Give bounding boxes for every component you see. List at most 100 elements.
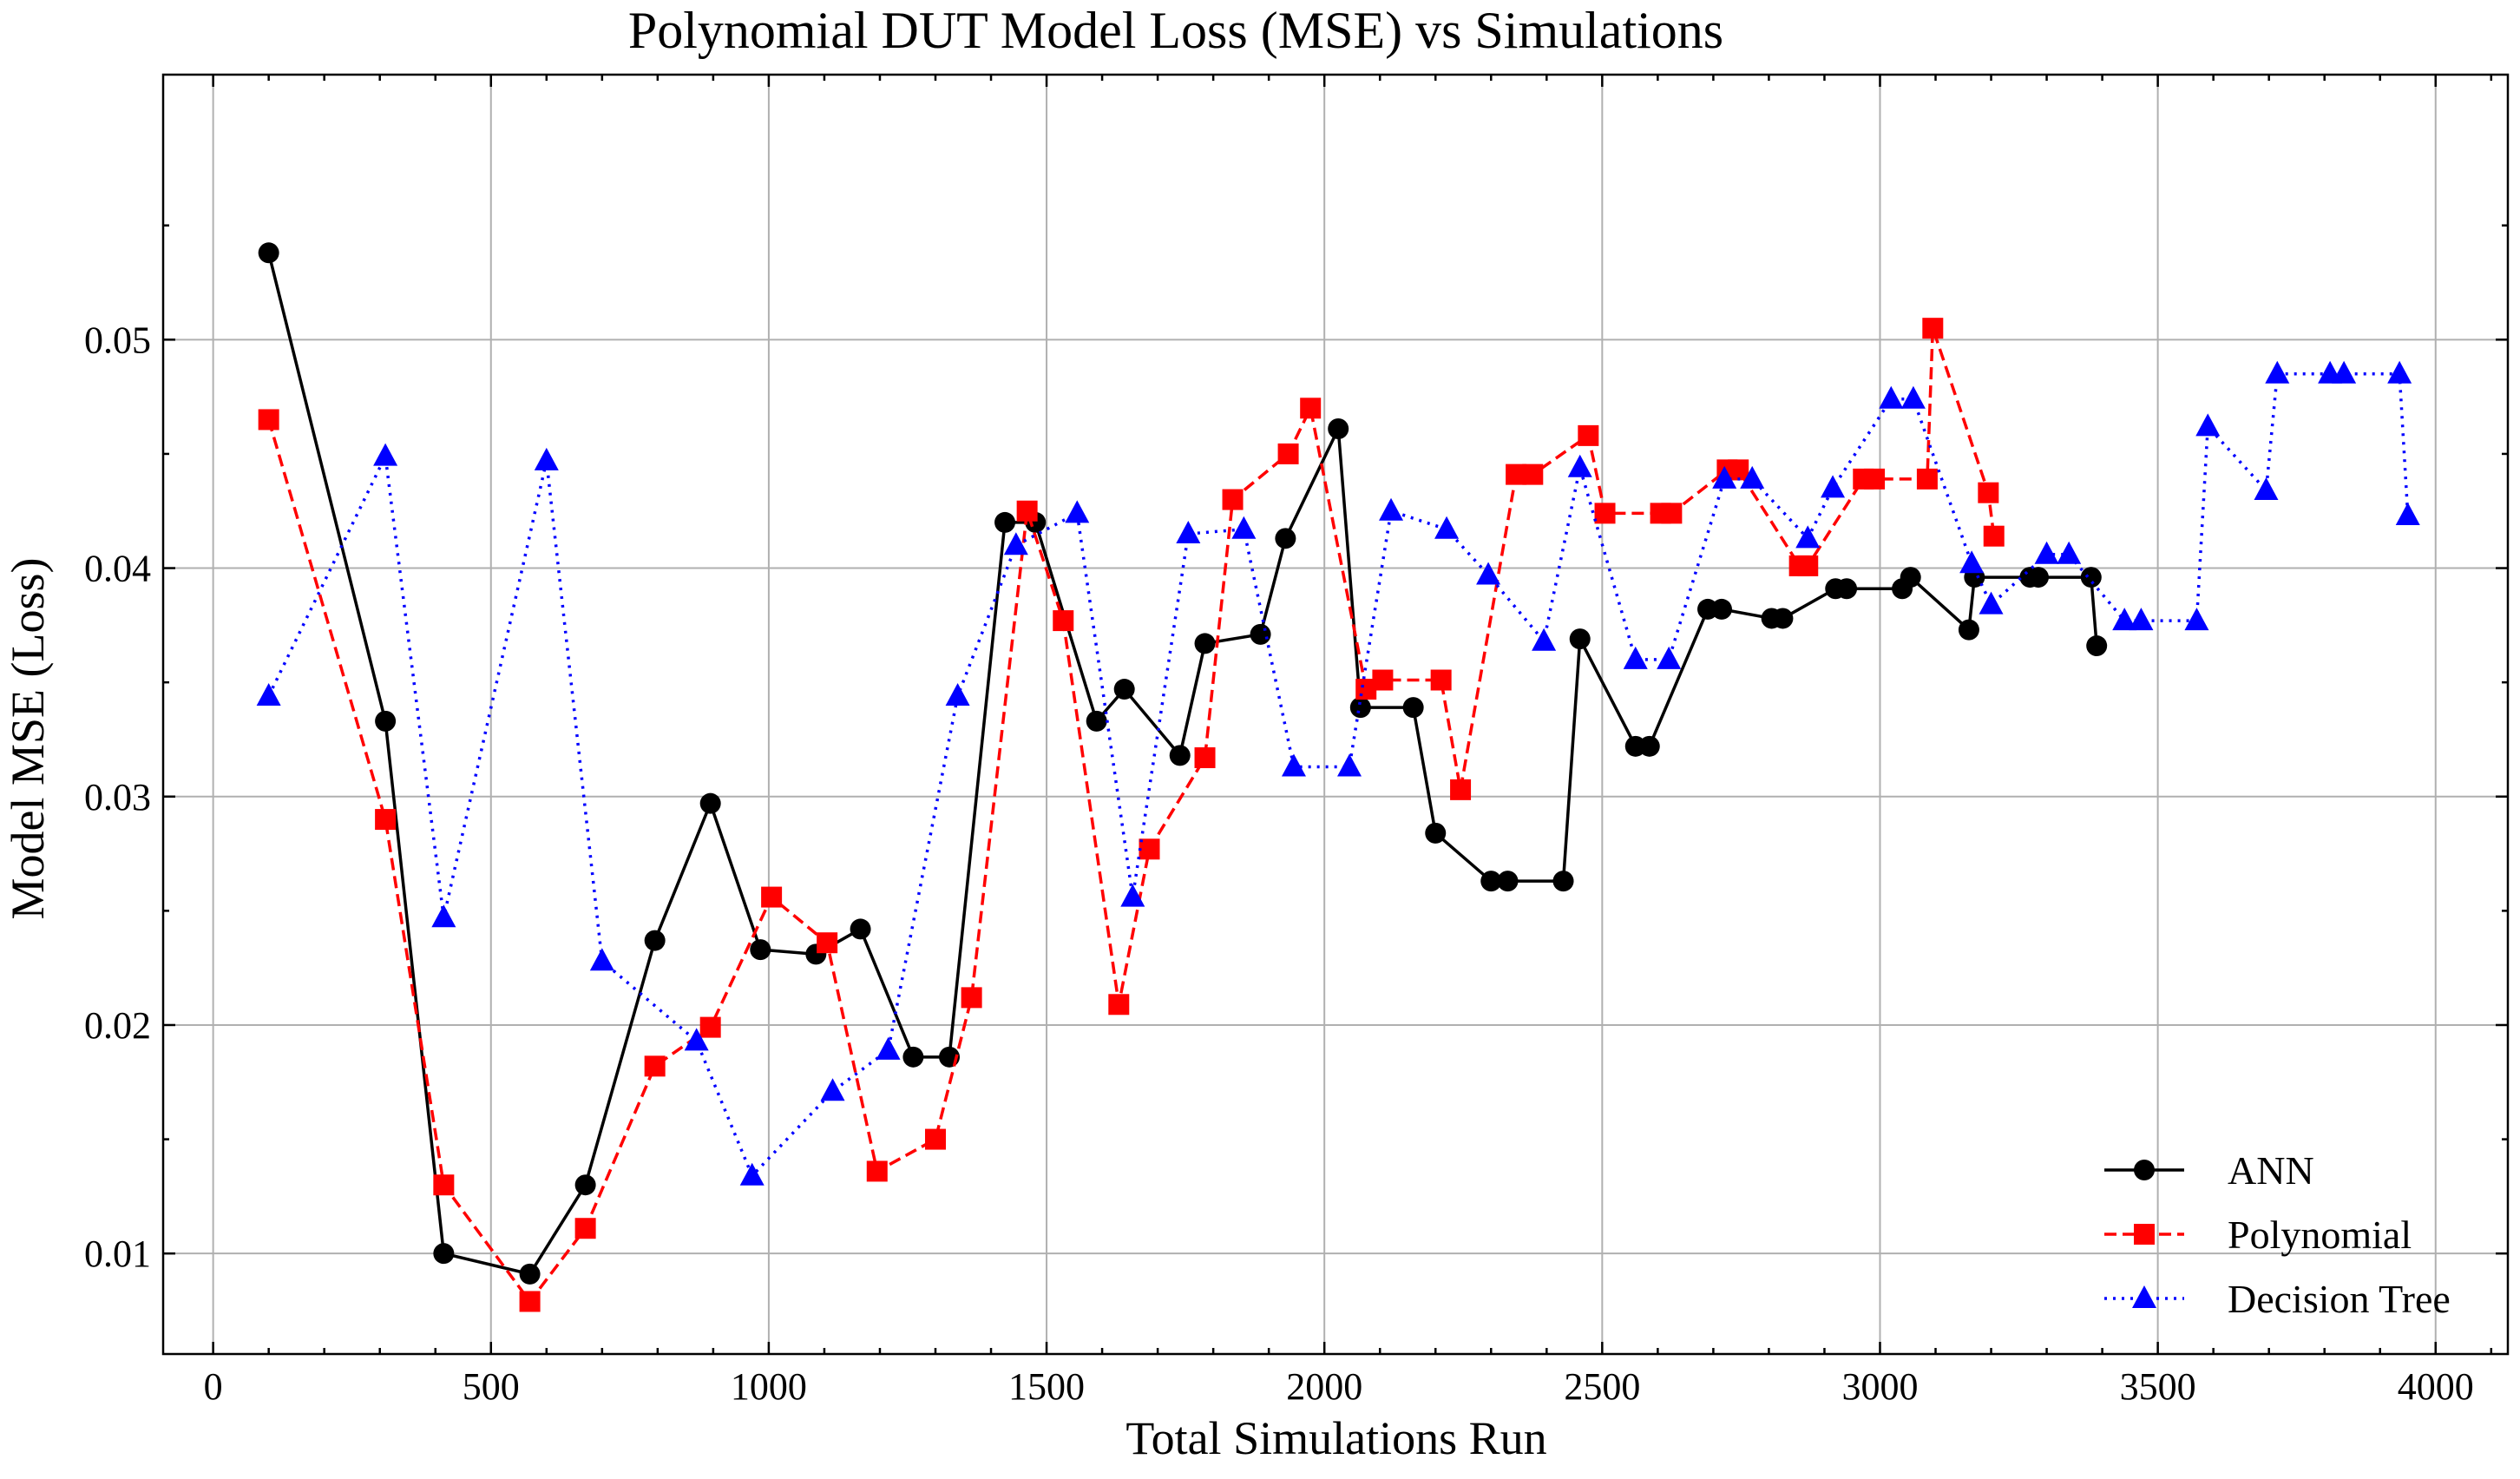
decision-tree-point bbox=[1065, 500, 1090, 523]
decision-tree-point bbox=[2057, 541, 2082, 564]
decision-tree-point bbox=[2129, 608, 2154, 631]
ann-point bbox=[1836, 578, 1858, 600]
ann-point bbox=[2080, 567, 2102, 588]
y-axis-label: Model MSE (Loss) bbox=[2, 558, 54, 920]
grid-lines bbox=[163, 75, 2508, 1354]
ann-point bbox=[1328, 417, 1349, 439]
ann-point bbox=[1402, 697, 1424, 719]
x-tick-label: 2000 bbox=[1286, 1365, 1362, 1408]
decision-tree-point bbox=[945, 682, 970, 706]
ann-point bbox=[1169, 745, 1191, 766]
polynomial-point bbox=[1978, 482, 1999, 503]
decision-tree-point bbox=[1281, 753, 1306, 777]
x-tick-label: 500 bbox=[463, 1365, 520, 1408]
x-tick-label: 0 bbox=[204, 1365, 223, 1408]
legend-marker-polynomial bbox=[2134, 1224, 2155, 1245]
series-ann bbox=[258, 242, 2108, 1285]
polynomial-point bbox=[1300, 398, 1322, 419]
x-tick-label: 4000 bbox=[2398, 1365, 2474, 1408]
polynomial-point bbox=[574, 1218, 596, 1239]
x-tick-label: 3000 bbox=[1841, 1365, 1918, 1408]
ann-point bbox=[750, 939, 771, 961]
decision-tree-point bbox=[1959, 550, 1985, 574]
polynomial-point bbox=[1983, 525, 2005, 547]
polynomial-point bbox=[1594, 503, 1616, 524]
ann-point bbox=[1480, 871, 1502, 892]
axis-ticks: 0 500 1000 1500 2000 2500 3000 3500 4000 0.01 0.02… bbox=[84, 75, 2508, 1408]
decision-tree-point bbox=[820, 1078, 845, 1101]
polynomial-point bbox=[433, 1174, 455, 1196]
polynomial-point bbox=[1522, 463, 1544, 485]
legend-label-ann: ANN bbox=[2228, 1148, 2314, 1193]
series-polynomial bbox=[258, 318, 2005, 1312]
polynomial-point bbox=[699, 1016, 721, 1038]
decision-tree-point bbox=[2184, 608, 2209, 631]
chart-title: Polynomial DUT Model Loss (MSE) vs Simul… bbox=[628, 2, 1723, 59]
polynomial-point bbox=[1661, 503, 1683, 524]
decision-tree-point bbox=[1821, 475, 1846, 498]
polynomial-point bbox=[1372, 669, 1394, 691]
decision-tree-point bbox=[1623, 646, 1648, 669]
x-axis-label: Total Simulations Run bbox=[1125, 1412, 1546, 1464]
polynomial-point bbox=[924, 1128, 946, 1150]
ann-point bbox=[1250, 623, 1271, 645]
series-decision-tree bbox=[256, 360, 2420, 1186]
x-tick-label: 2500 bbox=[1564, 1365, 1640, 1408]
polynomial-point bbox=[1194, 747, 1216, 769]
decision-tree-point bbox=[1337, 753, 1362, 777]
decision-tree-point bbox=[739, 1162, 765, 1186]
decision-tree-point bbox=[1532, 628, 1557, 651]
ann-point bbox=[1275, 528, 1296, 549]
decision-tree-point bbox=[1567, 454, 1592, 477]
ann-point bbox=[433, 1243, 455, 1265]
decision-tree-point bbox=[1379, 497, 1404, 521]
polynomial-point bbox=[1797, 555, 1819, 576]
polynomial-point bbox=[1578, 424, 1599, 446]
ann-point bbox=[1552, 871, 1574, 892]
decision-tree-point bbox=[1795, 525, 1821, 549]
ann-point bbox=[1958, 619, 1979, 641]
decision-tree-point bbox=[1120, 884, 1145, 907]
polynomial-point bbox=[1916, 468, 1938, 490]
polynomial-point bbox=[961, 987, 982, 1009]
polynomial-point bbox=[1222, 489, 1244, 510]
ann-point bbox=[994, 511, 1016, 533]
x-tick-label: 1000 bbox=[731, 1365, 807, 1408]
polynomial-point bbox=[644, 1055, 666, 1077]
decision-tree-point bbox=[2395, 503, 2420, 526]
polynomial-point bbox=[1728, 459, 1749, 481]
polynomial-point bbox=[1864, 468, 1886, 490]
legend-marker-ann bbox=[2134, 1160, 2155, 1180]
decision-tree-point bbox=[1176, 521, 1201, 544]
decision-tree-point bbox=[431, 904, 456, 928]
decision-tree-point bbox=[373, 443, 398, 466]
ann-point bbox=[574, 1174, 596, 1196]
ann-point bbox=[1638, 735, 1660, 757]
y-tick-label: 0.02 bbox=[84, 1004, 151, 1047]
decision-tree-point bbox=[1712, 465, 1737, 489]
ann-point bbox=[1086, 710, 1107, 732]
polynomial-point bbox=[1277, 443, 1299, 464]
decision-tree-point bbox=[1740, 465, 1765, 489]
ann-point bbox=[2086, 635, 2108, 657]
legend-item-decision-tree: Decision Tree bbox=[2104, 1277, 2451, 1321]
legend-label-polynomial: Polynomial bbox=[2228, 1213, 2412, 1257]
legend-item-ann: ANN bbox=[2104, 1148, 2314, 1193]
ann-point bbox=[699, 792, 721, 814]
polynomial-point bbox=[1016, 500, 1038, 522]
ann-point bbox=[1113, 679, 1135, 700]
polynomial-point bbox=[817, 932, 838, 954]
ann-point bbox=[1349, 697, 1371, 719]
y-tick-label: 0.03 bbox=[84, 776, 151, 818]
ann-point bbox=[1497, 871, 1519, 892]
polynomial-point bbox=[1922, 318, 1944, 339]
decision-tree-point bbox=[1657, 646, 1682, 669]
polynomial-point bbox=[519, 1291, 541, 1312]
y-tick-label: 0.04 bbox=[84, 548, 151, 590]
decision-tree-point bbox=[534, 447, 559, 470]
polynomial-point bbox=[1108, 994, 1130, 1016]
polynomial-point bbox=[866, 1160, 888, 1182]
legend-marker-decision-tree bbox=[2132, 1285, 2156, 1308]
decision-tree-point bbox=[2265, 360, 2290, 384]
